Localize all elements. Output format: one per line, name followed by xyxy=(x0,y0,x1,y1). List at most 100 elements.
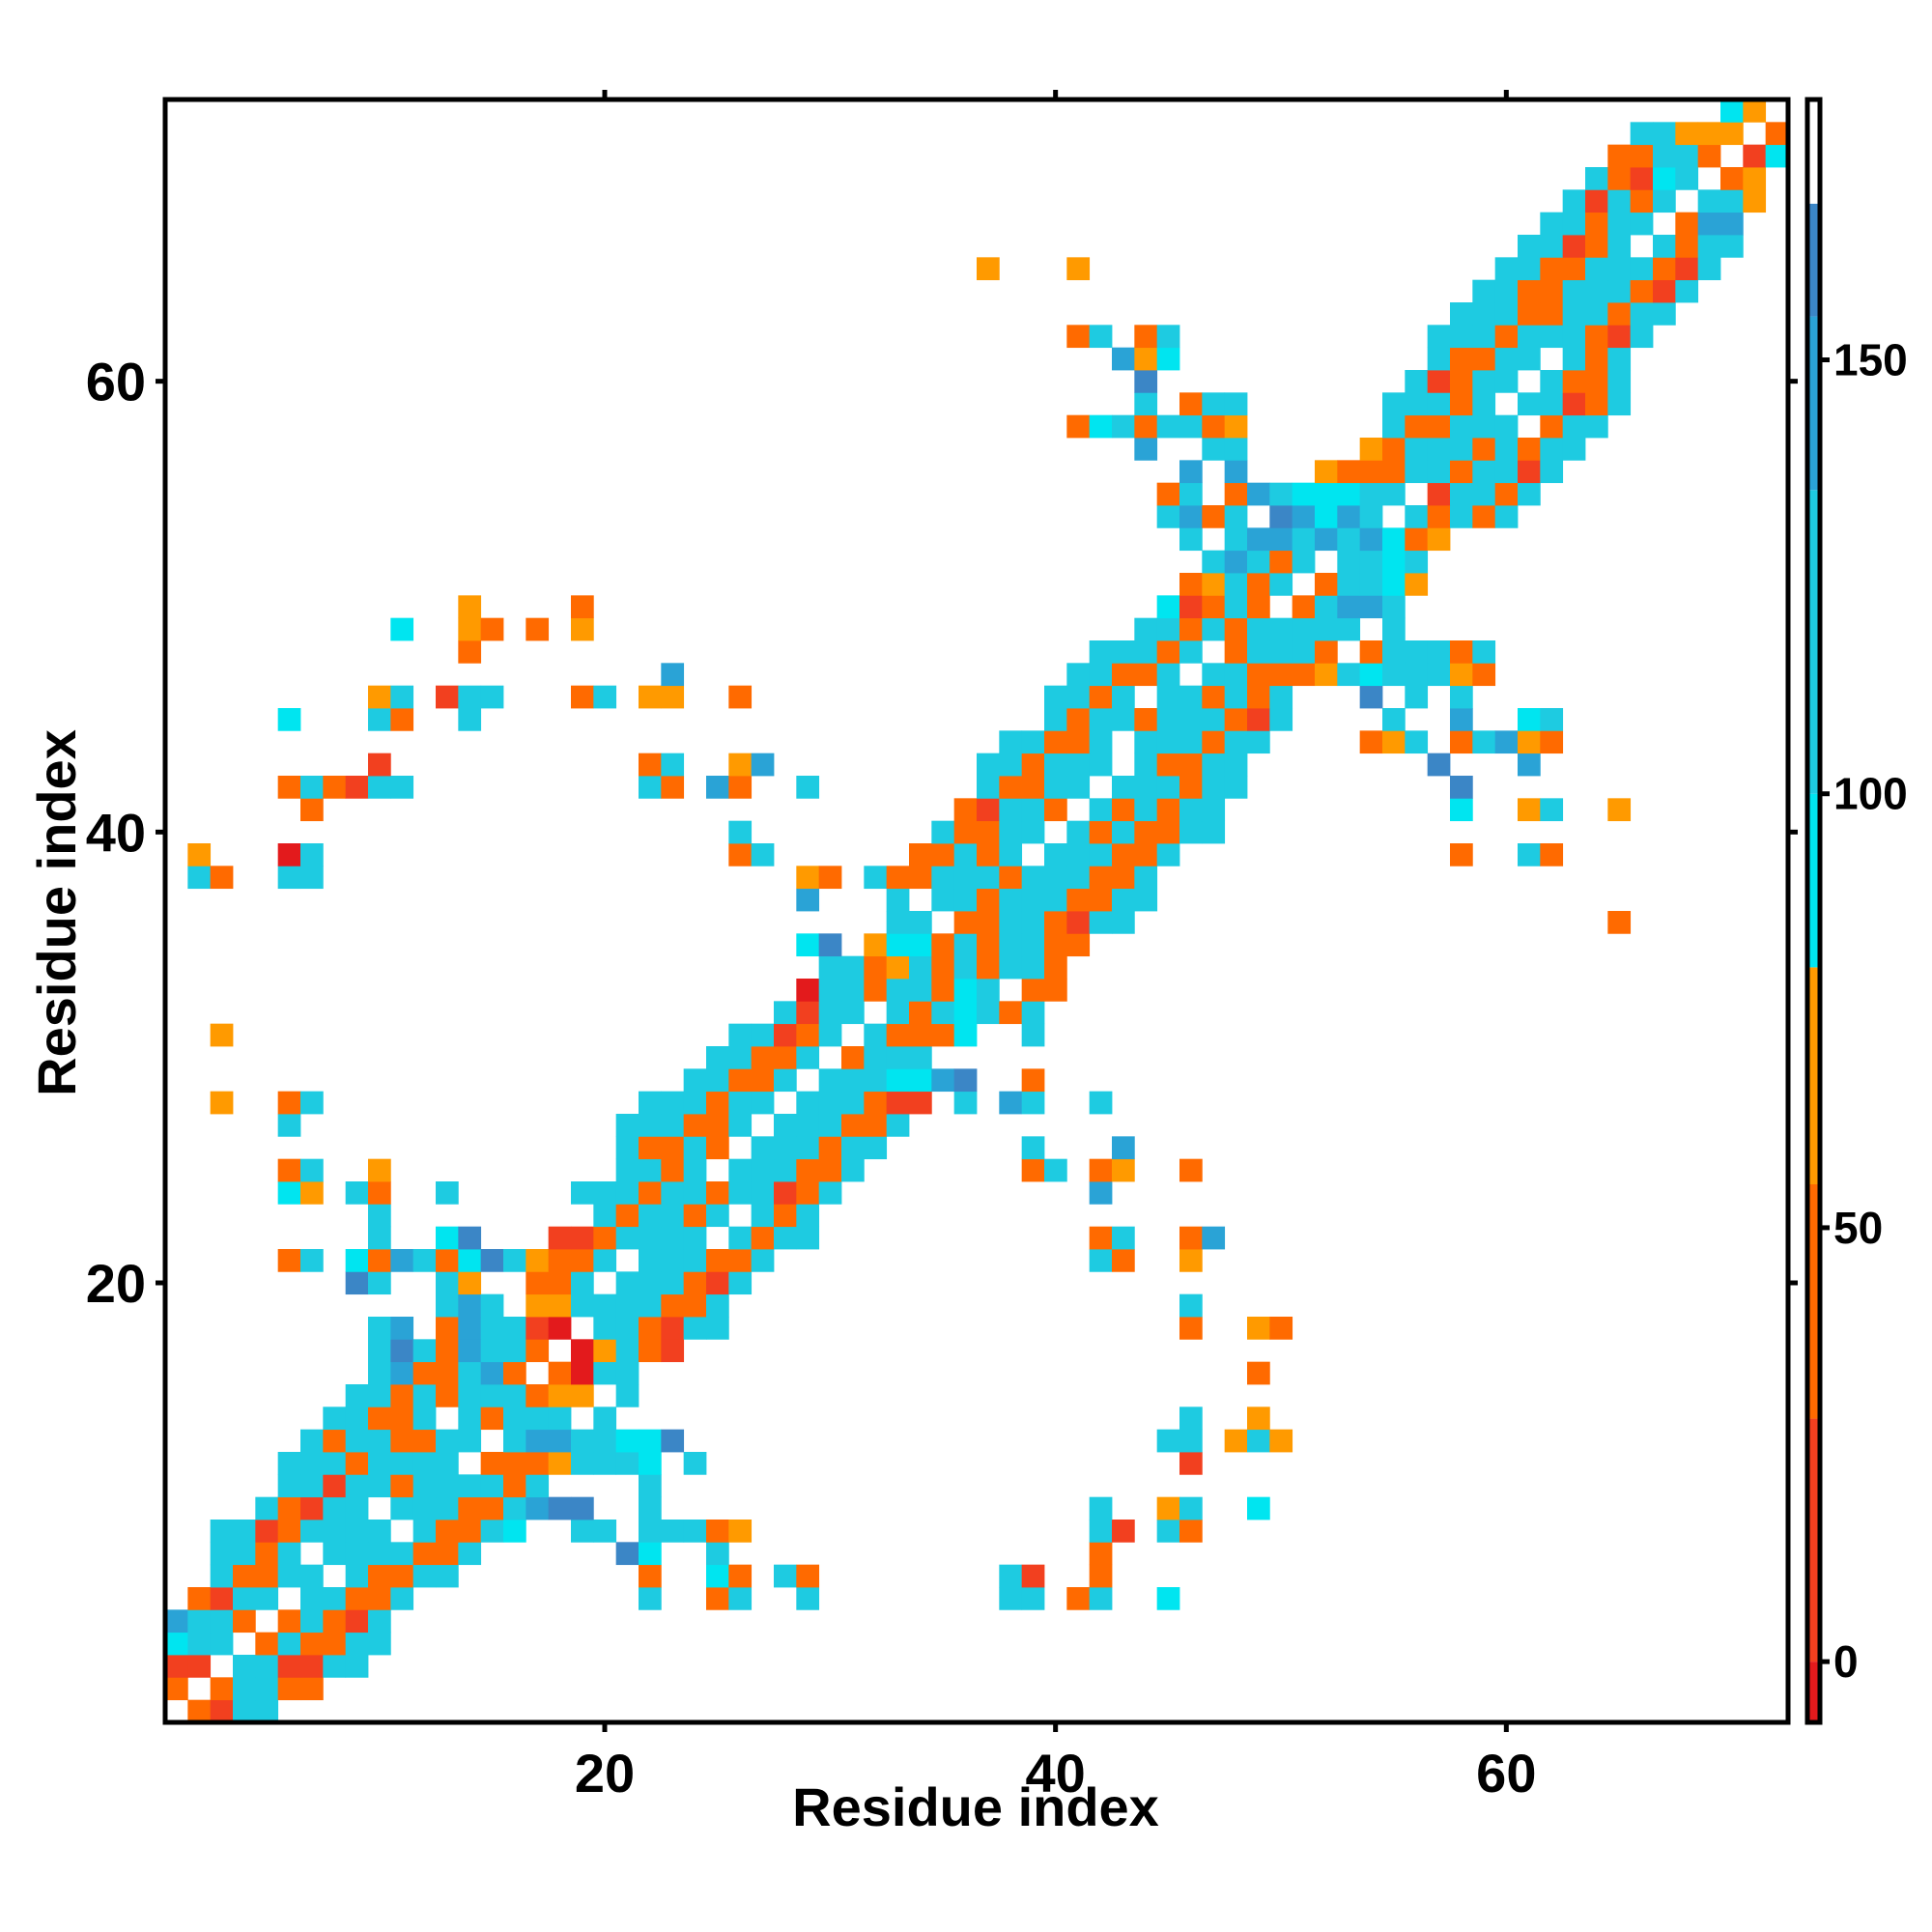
heatmap-cell xyxy=(1382,527,1406,552)
heatmap-cell xyxy=(1540,302,1564,326)
heatmap-cell xyxy=(977,776,1000,799)
heatmap-cell xyxy=(255,1564,279,1588)
heatmap-cell xyxy=(187,1655,212,1678)
heatmap-cell xyxy=(953,933,978,957)
heatmap-cell xyxy=(1494,482,1519,506)
heatmap-cell xyxy=(503,1520,526,1543)
heatmap-cell xyxy=(458,1474,482,1498)
heatmap-cell xyxy=(277,1564,301,1588)
heatmap-cell xyxy=(1630,144,1654,168)
heatmap-cell xyxy=(1472,663,1496,687)
heatmap-cell xyxy=(1134,776,1158,799)
heatmap-cell xyxy=(1179,753,1203,777)
heatmap-cell xyxy=(1518,257,1541,281)
heatmap-cell xyxy=(1450,640,1473,664)
heatmap-cell xyxy=(728,1271,753,1295)
heatmap-cell xyxy=(1653,189,1676,213)
heatmap-cell xyxy=(1179,1293,1203,1318)
heatmap-cell xyxy=(480,1249,504,1272)
heatmap-cell xyxy=(1653,122,1676,146)
heatmap-cell xyxy=(1224,505,1248,528)
heatmap-cell xyxy=(345,1632,369,1656)
heatmap-cell xyxy=(1518,753,1541,777)
heatmap-cell xyxy=(639,1317,662,1340)
heatmap-cell xyxy=(1450,776,1473,799)
heatmap-cell xyxy=(390,1452,414,1475)
heatmap-cell xyxy=(1607,325,1632,349)
heatmap-cell xyxy=(436,1429,459,1453)
heatmap-cell xyxy=(593,1181,617,1205)
heatmap-cell xyxy=(1494,302,1519,326)
heatmap-cell xyxy=(300,1474,324,1498)
heatmap-cell xyxy=(841,979,865,1002)
heatmap-cell xyxy=(368,1429,391,1453)
heatmap-cell xyxy=(1675,212,1699,236)
heatmap-cell xyxy=(1494,279,1519,303)
heatmap-cell xyxy=(683,1520,707,1543)
heatmap-cell xyxy=(661,1339,685,1363)
heatmap-cell xyxy=(323,1429,347,1453)
heatmap-cell xyxy=(1405,527,1429,552)
heatmap-cell xyxy=(1359,550,1383,574)
heatmap-cell xyxy=(1315,573,1338,596)
heatmap-cell xyxy=(1653,257,1676,281)
heatmap-cell xyxy=(1562,279,1586,303)
heatmap-cell xyxy=(639,685,662,709)
heatmap-cell xyxy=(300,1249,324,1272)
heatmap-cell xyxy=(1179,527,1203,552)
heatmap-cell xyxy=(796,1046,820,1069)
heatmap-cell xyxy=(571,1249,594,1272)
heatmap-cell xyxy=(233,1699,256,1723)
heatmap-cell xyxy=(1179,392,1203,416)
heatmap-cell xyxy=(615,1271,639,1295)
heatmap-cell xyxy=(1156,798,1180,822)
heatmap-cell xyxy=(774,1158,797,1182)
heatmap-cell xyxy=(368,1564,391,1588)
heatmap-cell xyxy=(953,979,978,1002)
heatmap-cell xyxy=(1156,414,1180,439)
heatmap-cell xyxy=(931,955,955,980)
heatmap-cell xyxy=(210,1520,234,1543)
heatmap-cell xyxy=(751,1091,775,1115)
heatmap-cell xyxy=(661,1520,685,1543)
heatmap-cell xyxy=(774,1204,797,1228)
heatmap-cell xyxy=(615,1317,639,1340)
heatmap-cell xyxy=(931,979,955,1002)
heatmap-cell xyxy=(233,1542,256,1566)
heatmap-cell xyxy=(639,1564,662,1588)
heatmap-cell xyxy=(1382,438,1406,461)
heatmap-cell xyxy=(458,685,482,709)
colorbar-band xyxy=(1807,316,1820,491)
heatmap-cell xyxy=(1405,505,1429,528)
heatmap-cell xyxy=(1540,257,1564,281)
x-tick-label: 40 xyxy=(1026,1743,1086,1804)
heatmap-cell xyxy=(436,1520,459,1543)
heatmap-cell xyxy=(1044,933,1067,957)
heatmap-cell xyxy=(480,1496,504,1520)
heatmap-cell xyxy=(1585,414,1608,439)
heatmap-cell xyxy=(1494,347,1519,371)
heatmap-cell xyxy=(796,1181,820,1205)
heatmap-cell xyxy=(1607,189,1632,213)
heatmap-cell xyxy=(323,1655,347,1678)
heatmap-cell xyxy=(615,1136,639,1160)
heatmap-cell xyxy=(1450,482,1473,506)
heatmap-cell xyxy=(1405,414,1429,439)
heatmap-cell xyxy=(728,1520,753,1543)
heatmap-cell xyxy=(277,1091,301,1115)
heatmap-cell xyxy=(1494,257,1519,281)
heatmap-cell xyxy=(277,1655,301,1678)
heatmap-cell xyxy=(999,1587,1023,1610)
heatmap-cell xyxy=(796,1091,820,1115)
heatmap-cell xyxy=(1607,911,1632,934)
colorbar-band xyxy=(1807,1418,1820,1662)
heatmap-cell xyxy=(1066,820,1091,844)
colorbar-band xyxy=(1807,490,1820,794)
heatmap-cell xyxy=(1607,392,1632,416)
heatmap-cell xyxy=(1044,955,1067,980)
heatmap-cell xyxy=(480,1361,504,1385)
heatmap-cell xyxy=(1540,212,1564,236)
heatmap-cell xyxy=(480,1520,504,1543)
heatmap-cell xyxy=(953,798,978,822)
